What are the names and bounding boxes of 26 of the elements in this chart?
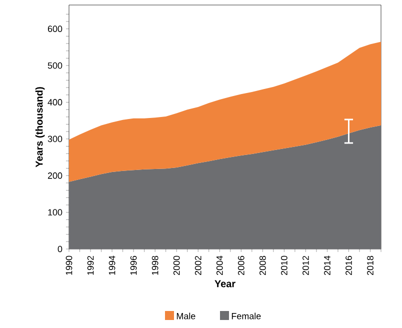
y-tick-label: 100 xyxy=(48,209,62,216)
x-tick-label: 1992 xyxy=(87,256,94,275)
y-tick-label: 0 xyxy=(58,246,62,252)
x-tick-label: 2010 xyxy=(280,256,288,276)
y-tick-label: 200 xyxy=(48,172,62,179)
y-axis-title: Years (thousand) xyxy=(35,87,45,168)
y-tick-label: 600 xyxy=(48,26,62,32)
x-tick-label: 2012 xyxy=(302,256,309,276)
x-tick-label: 1996 xyxy=(130,256,137,275)
x-tick-label: 1998 xyxy=(152,256,158,275)
x-tick-label: 1990 xyxy=(66,256,72,275)
x-tick-label: 2014 xyxy=(324,256,330,276)
x-tick-label: 2008 xyxy=(259,256,266,276)
x-tick-label: 2018 xyxy=(367,256,374,276)
y-tick-label: 400 xyxy=(48,99,62,106)
x-tick-label: 2004 xyxy=(216,256,223,276)
x-tick-label: 2016 xyxy=(346,256,352,276)
x-tick-label: 2002 xyxy=(194,256,202,276)
x-axis-title: Year xyxy=(214,280,236,288)
legend-label: Female xyxy=(232,312,261,320)
x-tick-label: 1994 xyxy=(108,256,116,275)
x-tick-label: 2006 xyxy=(238,256,244,276)
x-tick-label: 2000 xyxy=(173,256,180,276)
legend-label: Male xyxy=(176,312,196,320)
y-tick-label: 500 xyxy=(48,62,62,69)
y-tick-label: 300 xyxy=(48,136,62,142)
